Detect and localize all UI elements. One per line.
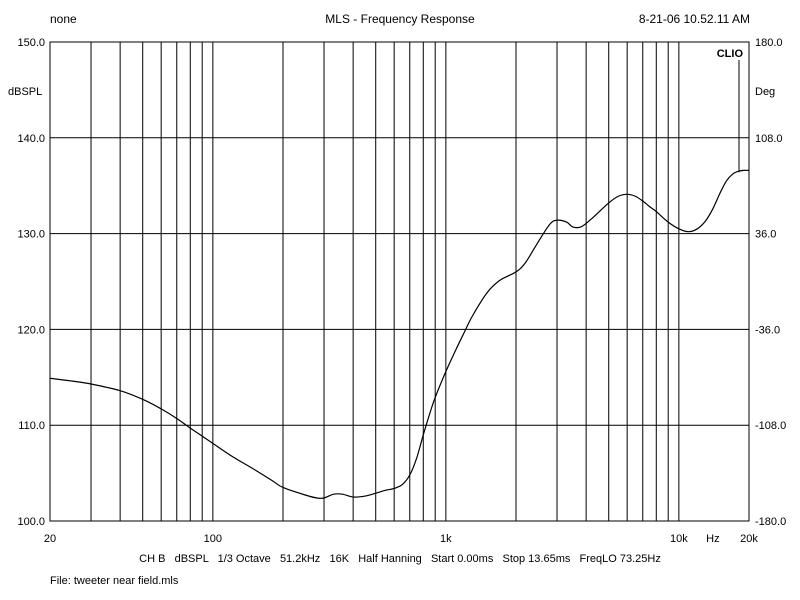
clio-brand-label: CLIO — [717, 48, 744, 60]
x-unit-label: Hz — [706, 533, 719, 545]
x-tick-label: 20k — [740, 533, 758, 545]
axis-labels: 100.0 110.0 120.0 130.0 140.0 150.0 -180.0 -108… — [8, 37, 786, 545]
spl-response-curve — [49, 169, 750, 500]
y-right-tick-label: -36.0 — [755, 324, 780, 336]
x-tick-label: 100 — [204, 533, 222, 545]
header-channel-label: none — [50, 12, 77, 26]
y-left-axis-label: dBSPL — [8, 86, 42, 98]
y-right-tick-label: 180.0 — [755, 37, 783, 49]
y-right-tick-label: -108.0 — [755, 420, 786, 432]
y-left-tick-label: 100.0 — [17, 516, 45, 528]
y-right-tick-label: 108.0 — [755, 133, 783, 145]
y-left-tick-label: 120.0 — [17, 324, 45, 336]
x-tick-label: 10k — [670, 533, 688, 545]
x-tick-label: 1k — [440, 533, 452, 545]
y-right-tick-label: -180.0 — [755, 516, 786, 528]
file-name: File: tweeter near field.mls — [50, 575, 179, 587]
header-datetime: 8-21-06 10.52.11 AM — [638, 12, 750, 26]
x-tick-label: 20 — [44, 533, 56, 545]
y-left-tick-label: 150.0 — [17, 37, 45, 49]
measurement-settings: CH B dBSPL 1/3 Octave 51.2kHz 16K Half H… — [139, 553, 661, 565]
y-left-tick-label: 110.0 — [18, 420, 45, 432]
y-right-tick-label: 36.0 — [755, 229, 776, 241]
y-right-axis-label: Deg — [755, 86, 775, 98]
plot-frame — [49, 41, 750, 522]
y-left-tick-label: 130.0 — [17, 229, 45, 241]
grid — [50, 42, 749, 521]
y-left-tick-label: 140.0 — [17, 133, 45, 145]
chart-title: MLS - Frequency Response — [325, 12, 475, 26]
